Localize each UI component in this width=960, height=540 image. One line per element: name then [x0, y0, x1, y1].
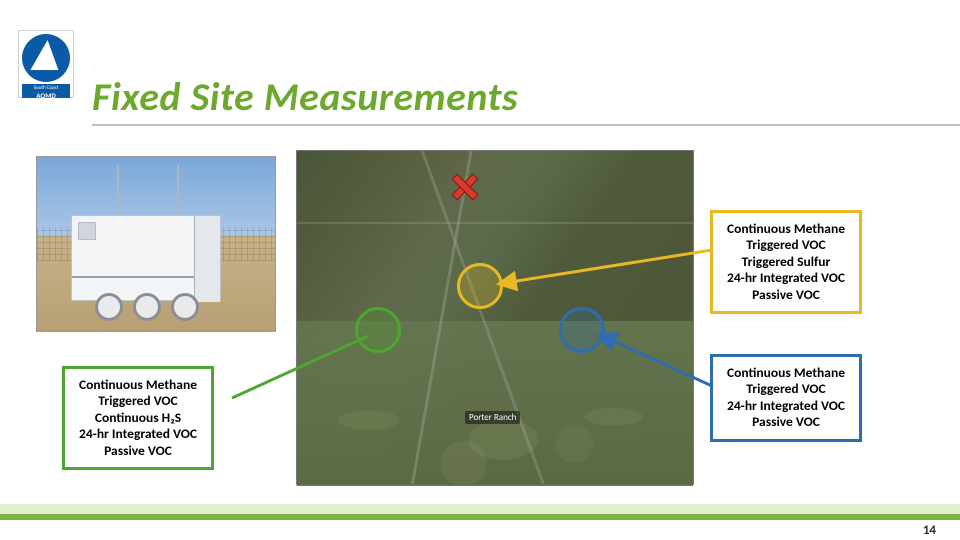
callout-line: Passive VOC — [727, 287, 845, 303]
callout-line: Continuous H₂S — [79, 410, 197, 426]
logo-line2: AQMD — [36, 91, 55, 100]
callout-line: Continuous Methane — [727, 365, 845, 381]
page-number: 14 — [923, 523, 936, 538]
road-overlay — [297, 151, 693, 484]
callout-line: 24-hr Integrated VOC — [727, 270, 845, 286]
monitoring-trailer — [71, 215, 221, 301]
slide: South Coast AQMD Fixed Site Measurements… — [0, 0, 960, 540]
satellite-map: Porter Ranch — [296, 150, 694, 485]
callout-line: 24-hr Integrated VOC — [79, 426, 197, 442]
antenna-mast — [177, 165, 179, 215]
logo-sail-icon — [30, 40, 61, 70]
trailer-door — [194, 216, 220, 302]
callout-line: Triggered VOC — [727, 381, 845, 397]
logo-text: South Coast AQMD — [22, 84, 70, 98]
x-marker-icon — [450, 173, 476, 199]
title-underline — [92, 124, 960, 126]
trailer-vent — [78, 222, 96, 240]
slide-title: Fixed Site Measurements — [92, 72, 518, 121]
map-label-porter-ranch: Porter Ranch — [465, 411, 520, 424]
callout-line: Triggered Sulfur — [727, 254, 845, 270]
callout-line: 24-hr Integrated VOC — [727, 398, 845, 414]
site-marker-yellow — [457, 263, 503, 309]
footer-bar-dark — [0, 514, 960, 520]
callout-left-site: Continuous Methane Triggered VOC Continu… — [62, 366, 214, 470]
callout-bottom-right-site: Continuous Methane Triggered VOC 24-hr I… — [710, 354, 862, 442]
callout-top-right-site: Continuous Methane Triggered VOC Trigger… — [710, 210, 862, 314]
site-marker-blue — [559, 307, 605, 353]
aqmd-logo: South Coast AQMD — [18, 30, 74, 98]
callout-line: Passive VOC — [727, 414, 845, 430]
site-marker-green — [355, 307, 401, 353]
logo-circle — [22, 34, 70, 82]
antenna-mast — [117, 165, 119, 215]
footer-bar-light — [0, 504, 960, 514]
callout-line: Continuous Methane — [79, 377, 197, 393]
slide-footer: 14 — [0, 500, 960, 540]
trailer-wheel — [95, 293, 123, 321]
callout-line: Triggered VOC — [727, 237, 845, 253]
trailer-wheel — [171, 293, 199, 321]
callout-line: Passive VOC — [79, 443, 197, 459]
trailer-wheel — [133, 293, 161, 321]
callout-line: Triggered VOC — [79, 393, 197, 409]
trailer-photo — [36, 156, 276, 332]
callout-line: Continuous Methane — [727, 221, 845, 237]
